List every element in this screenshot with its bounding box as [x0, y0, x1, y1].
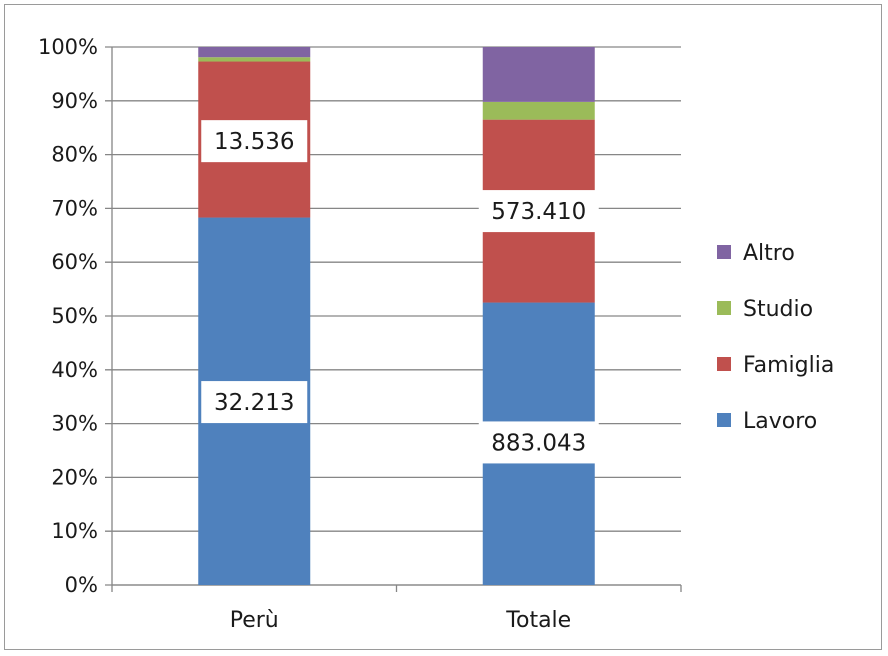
legend-label: Altro [743, 241, 795, 266]
y-tick-label: 50% [51, 304, 98, 328]
legend-swatch-studio [717, 301, 731, 315]
data-label: 13.536 [214, 129, 294, 155]
legend-label: Famiglia [743, 353, 834, 378]
y-tick-label: 0% [65, 573, 98, 597]
data-label-box [201, 381, 308, 424]
y-tick-label: 10% [51, 519, 98, 543]
legend-swatch-altro [717, 245, 731, 259]
y-tick-label: 70% [51, 196, 98, 220]
data-label-box [201, 120, 308, 163]
legend-swatch-lavoro [717, 413, 731, 427]
legend-label: Studio [743, 297, 813, 322]
y-tick-label: 80% [51, 143, 98, 167]
bar-segment-studio [482, 101, 595, 120]
data-label-box [478, 421, 599, 464]
legend-swatch-famiglia [717, 357, 731, 371]
data-label-box [478, 190, 599, 233]
x-category-label: Totale [505, 608, 571, 633]
y-tick-label: 30% [51, 412, 98, 436]
chart-frame: 0% 10% 20% 30% 40% 50% 60% 70% 80% 90% 100% Perù Tot… [4, 4, 882, 650]
y-tick-label: 90% [51, 89, 98, 113]
y-tick-label: 60% [51, 250, 98, 274]
data-label: 32.213 [214, 390, 294, 416]
y-tick-label: 40% [51, 358, 98, 382]
x-category-label: Perù [230, 608, 279, 633]
legend-label: Lavoro [743, 409, 817, 434]
bar-segment-altro [482, 47, 595, 102]
data-label: 573.410 [491, 199, 586, 225]
bar-segment-studio [198, 57, 311, 62]
data-label: 883.043 [491, 430, 586, 456]
y-tick-label: 20% [51, 465, 98, 489]
bar-segment-altro [198, 47, 311, 58]
y-tick-label: 100% [38, 35, 98, 59]
stacked-bar-chart: 0% 10% 20% 30% 40% 50% 60% 70% 80% 90% 100% Perù Tot… [38, 35, 834, 633]
